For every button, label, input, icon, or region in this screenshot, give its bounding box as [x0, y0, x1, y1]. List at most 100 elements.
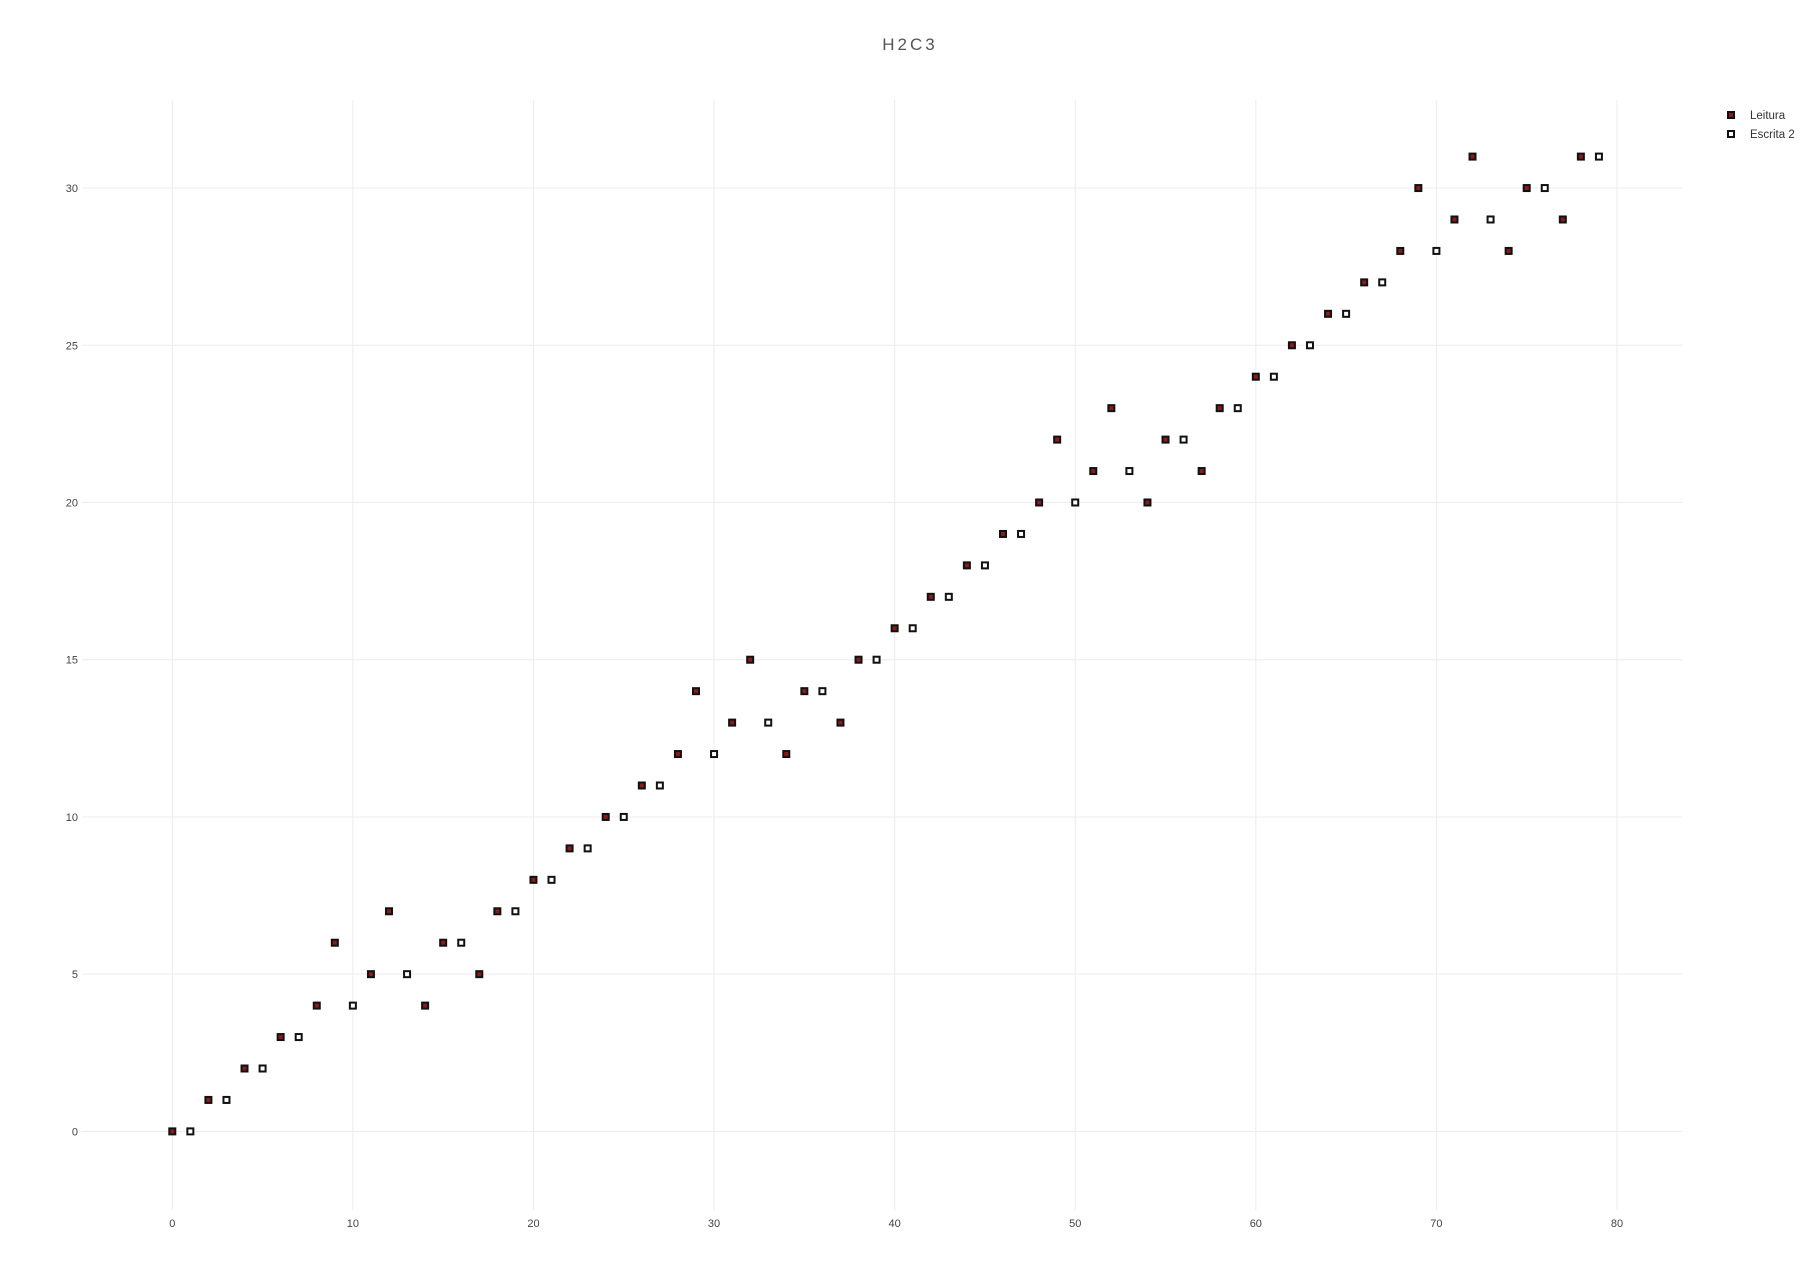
data-point [1324, 309, 1333, 318]
data-point [1089, 467, 1098, 476]
data-point [529, 875, 538, 884]
data-point [366, 970, 375, 979]
y-tick-label: 25 [66, 340, 78, 352]
data-point [764, 718, 773, 727]
data-point [1053, 435, 1062, 444]
data-point [258, 1064, 267, 1073]
legend-label: Escrita 2 [1750, 129, 1795, 141]
data-point [782, 750, 791, 759]
data-point [511, 907, 520, 916]
data-point [1504, 246, 1513, 255]
y-tick-label: 15 [66, 655, 78, 667]
data-point [204, 1095, 213, 1104]
data-point [691, 687, 700, 696]
x-tick-label: 10 [347, 1218, 359, 1230]
chart-title: H2C3 [882, 35, 937, 54]
data-point [1558, 215, 1567, 224]
data-point [1233, 404, 1242, 413]
data-point [348, 1001, 357, 1010]
data-point [637, 781, 646, 790]
data-point [1468, 152, 1477, 161]
data-point [222, 1095, 231, 1104]
data-point [1540, 184, 1549, 193]
data-point [186, 1127, 195, 1136]
data-point [240, 1064, 249, 1073]
data-point [1269, 372, 1278, 381]
series-1 [168, 152, 1585, 1136]
data-point [998, 529, 1007, 538]
data-point [583, 844, 592, 853]
data-point [728, 718, 737, 727]
data-point [1450, 215, 1459, 224]
data-point [1360, 278, 1369, 287]
legend-item[interactable]: Escrita 2 [1727, 129, 1795, 141]
data-point [1432, 246, 1441, 255]
legend-marker [1727, 130, 1735, 138]
series-2 [186, 152, 1603, 1136]
data-point [601, 812, 610, 821]
data-point [457, 938, 466, 947]
data-point [384, 907, 393, 916]
data-point [1035, 498, 1044, 507]
data-point [475, 970, 484, 979]
data-point [1197, 467, 1206, 476]
data-point [980, 561, 989, 570]
data-point [1486, 215, 1495, 224]
data-point [1161, 435, 1170, 444]
data-point [746, 655, 755, 664]
x-tick-label: 20 [527, 1218, 539, 1230]
data-points [168, 152, 1603, 1136]
data-point [403, 970, 412, 979]
data-point [1522, 184, 1531, 193]
data-point [800, 687, 809, 696]
data-point [565, 844, 574, 853]
data-point [1594, 152, 1603, 161]
data-point [926, 592, 935, 601]
legend-item[interactable]: Leitura [1727, 110, 1786, 122]
data-point [1576, 152, 1585, 161]
data-point [330, 938, 339, 947]
x-tick-label: 40 [889, 1218, 901, 1230]
data-point [547, 875, 556, 884]
y-axis-ticks: 0 5 10 15 20 25 30 [66, 183, 78, 1138]
data-point [1107, 404, 1116, 413]
x-tick-label: 0 [169, 1218, 175, 1230]
data-point [1342, 309, 1351, 318]
data-point [1215, 404, 1224, 413]
data-point [1251, 372, 1260, 381]
x-axis-ticks: 0 10 20 30 40 50 60 70 80 [169, 1218, 1623, 1230]
data-point [890, 624, 899, 633]
y-tick-label: 5 [72, 969, 78, 981]
data-point [1125, 467, 1134, 476]
data-point [1396, 246, 1405, 255]
x-tick-label: 50 [1069, 1218, 1081, 1230]
y-tick-label: 20 [66, 497, 78, 509]
y-tick-label: 0 [72, 1126, 78, 1138]
data-point [944, 592, 953, 601]
data-point [1378, 278, 1387, 287]
data-point [1287, 341, 1296, 350]
legend-label: Leitura [1750, 110, 1786, 122]
data-point [439, 938, 448, 947]
x-tick-label: 60 [1250, 1218, 1262, 1230]
legend[interactable]: Leitura Escrita 2 [1727, 110, 1795, 141]
data-point [854, 655, 863, 664]
data-point [1017, 529, 1026, 538]
data-point [1071, 498, 1080, 507]
x-tick-label: 80 [1611, 1218, 1623, 1230]
data-point [836, 718, 845, 727]
data-point [1143, 498, 1152, 507]
data-point [710, 750, 719, 759]
data-point [655, 781, 664, 790]
data-point [168, 1127, 177, 1136]
data-point [421, 1001, 430, 1010]
data-point [294, 1033, 303, 1042]
data-point [1305, 341, 1314, 350]
y-tick-label: 30 [66, 183, 78, 195]
data-point [818, 687, 827, 696]
legend-marker [1727, 111, 1735, 119]
data-point [673, 750, 682, 759]
data-point [312, 1001, 321, 1010]
data-point [908, 624, 917, 633]
